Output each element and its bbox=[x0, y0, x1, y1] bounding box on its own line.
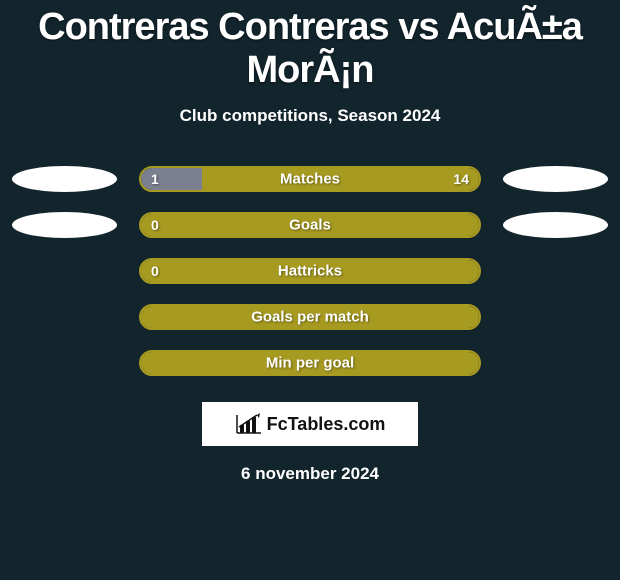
stat-label: Matches bbox=[141, 171, 479, 188]
comparison-infographic: Contreras Contreras vs AcuÃ±a MorÃ¡n Clu… bbox=[0, 6, 620, 484]
stat-value-left: 0 bbox=[151, 263, 159, 279]
page-title: Contreras Contreras vs AcuÃ±a MorÃ¡n bbox=[0, 6, 620, 92]
stat-row: Min per goal bbox=[0, 350, 620, 376]
right-marker-ellipse bbox=[503, 166, 608, 192]
stat-label: Min per goal bbox=[141, 355, 479, 372]
date-label: 6 november 2024 bbox=[0, 464, 620, 484]
stat-bar: Goals0 bbox=[139, 212, 481, 238]
stat-bar: Min per goal bbox=[139, 350, 481, 376]
logo-text: FcTables.com bbox=[267, 414, 386, 435]
stat-row: Goals per match bbox=[0, 304, 620, 330]
logo: FcTables.com bbox=[235, 413, 386, 435]
logo-box: FcTables.com bbox=[202, 402, 418, 446]
left-marker-ellipse bbox=[12, 212, 117, 238]
stat-label: Goals bbox=[141, 217, 479, 234]
bar-chart-icon bbox=[235, 413, 263, 435]
stat-row: Hattricks0 bbox=[0, 258, 620, 284]
stat-bar: Matches1 14 bbox=[139, 166, 481, 192]
left-marker-ellipse bbox=[12, 166, 117, 192]
stat-value-left: 0 bbox=[151, 217, 159, 233]
stat-bar: Goals per match bbox=[139, 304, 481, 330]
subtitle: Club competitions, Season 2024 bbox=[0, 106, 620, 126]
stat-bar: Hattricks0 bbox=[139, 258, 481, 284]
stat-rows: Matches114Goals0Hattricks0Goals per matc… bbox=[0, 166, 620, 376]
stat-label: Hattricks bbox=[141, 263, 479, 280]
stat-value-right: 14 bbox=[453, 171, 469, 187]
stat-row: Goals0 bbox=[0, 212, 620, 238]
stat-label: Goals per match bbox=[141, 309, 479, 326]
stat-value-left: 1 bbox=[151, 171, 159, 187]
stat-row: Matches1 14 bbox=[0, 166, 620, 192]
right-marker-ellipse bbox=[503, 212, 608, 238]
